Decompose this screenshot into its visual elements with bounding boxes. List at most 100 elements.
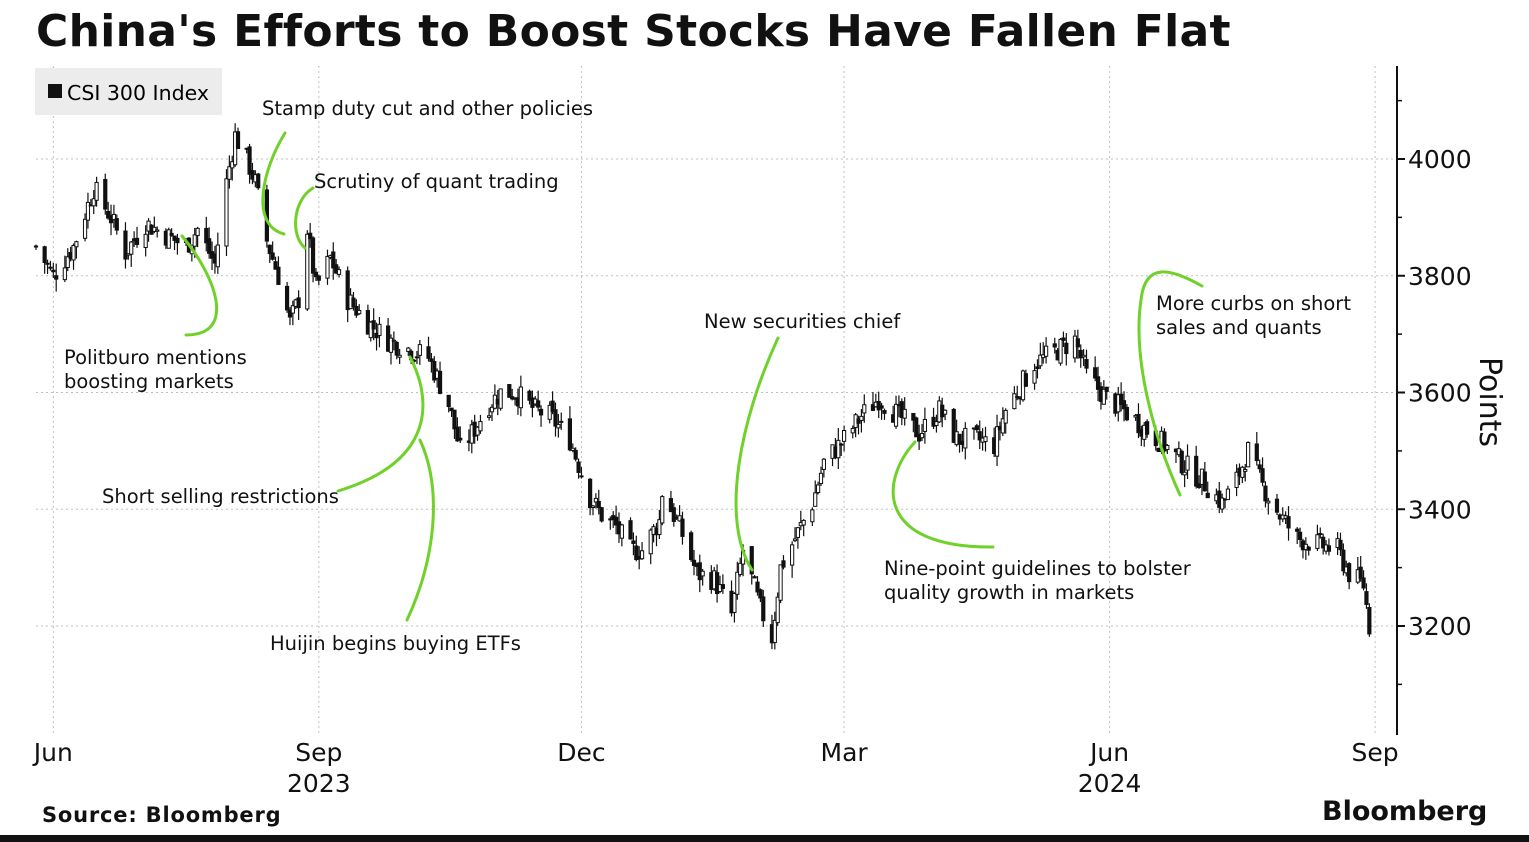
candle-body [74,241,79,248]
candle-body [732,592,737,613]
candle-body [983,436,988,443]
candle-body [391,339,396,342]
candle-body [821,458,826,470]
candle-body [1286,516,1291,529]
candle-body [1263,485,1268,502]
candle-body [1136,413,1141,434]
candle-body [870,404,876,411]
candle-body [790,544,795,566]
candle-body [1012,393,1017,410]
candle-body [715,572,720,595]
candle-body [351,297,356,308]
candle-body [305,233,310,310]
candle-body [1035,366,1040,370]
candle-body [677,515,682,522]
candle-body [1295,528,1300,532]
annotation-line-securities-chief [734,336,780,572]
annotation-line-short-selling [336,355,425,493]
candle-body [1257,464,1262,470]
candle-body [1095,376,1101,390]
candle-body [1194,455,1199,487]
candle-body [850,427,855,434]
candle-body [839,443,844,446]
candle-body [596,500,601,509]
source-note: Source: Bloomberg [42,803,282,827]
y-axis-label: Points [1472,357,1507,447]
candle-body [204,227,209,244]
candle-body [91,198,96,207]
candle-body [310,237,316,274]
candle-body [810,509,815,523]
candle-body [247,146,252,175]
candle-body [634,545,639,561]
candle-body [192,234,197,247]
candle-body [406,347,411,352]
annotations: Politburo mentions boosting markets Stam… [64,97,1357,655]
candle-body [334,264,339,274]
candle-body [1119,393,1124,405]
candle-body [576,461,581,473]
annotation-politburo-line1: Politburo mentions [64,346,247,369]
y-tick-label: 3200 [1408,612,1472,641]
candle-body [166,229,171,249]
candle-body [856,418,861,424]
candle-body [671,507,676,522]
candle-body [1003,409,1008,424]
x-tick-label: Dec [557,738,605,767]
candle-body [65,256,70,268]
x-year-label: 2023 [287,769,351,798]
candle-body [1015,396,1020,399]
candle-body [761,596,766,622]
candle-body [862,404,867,414]
candle-body [129,241,134,255]
candle-body [487,415,492,418]
candle-body [235,131,241,149]
legend-item-csi300: CSI 300 Index [67,81,209,105]
annotation-nine-point-line2: quality growth in markets [884,581,1134,604]
candle-body [628,520,633,540]
candle-body [123,230,128,260]
candle-body [1243,469,1248,472]
annotation-line-huijin [405,438,435,622]
y-tick-label: 3400 [1408,495,1472,524]
candle-body [691,559,697,566]
candle-body [1078,349,1083,359]
candle-body [553,409,558,427]
candle-body [957,433,962,445]
candlestick-series [33,123,1372,650]
candle-body [648,529,653,555]
annotation-line-quant-scrutiny [294,186,315,250]
candle-body [778,564,783,601]
candle-body [1000,418,1005,434]
grid-lines [36,66,1397,735]
candle-body [498,388,503,409]
candle-body [1101,388,1106,405]
candle-body [1234,471,1239,488]
candle-body [570,447,575,451]
candle-body [134,237,140,245]
candle-body [1315,534,1320,549]
candle-body [1297,531,1303,540]
candle-body [276,266,281,285]
candle-body [556,423,561,429]
candle-body [284,285,290,311]
chart-title: China's Efforts to Boost Stocks Have Fal… [36,6,1231,57]
candle-body [613,516,619,526]
y-tick-label: 3800 [1408,262,1472,291]
candle-body [579,475,584,478]
candle-body [273,261,278,270]
x-tick-label: Jun [1088,738,1129,767]
annotation-more-curbs: More curbs on short sales and quants [1156,292,1357,339]
annotation-politburo-line2: boosting markets [64,370,234,393]
candle-body [590,505,596,509]
candle-body [45,262,50,265]
candle-body [371,320,376,330]
candle-body [267,244,272,254]
candle-body [893,403,899,427]
candle-body [71,244,76,261]
candle-body [914,417,919,438]
candle-body [394,341,399,356]
candle-body [195,227,200,237]
candle-body [735,571,740,595]
candle-body [775,596,780,624]
